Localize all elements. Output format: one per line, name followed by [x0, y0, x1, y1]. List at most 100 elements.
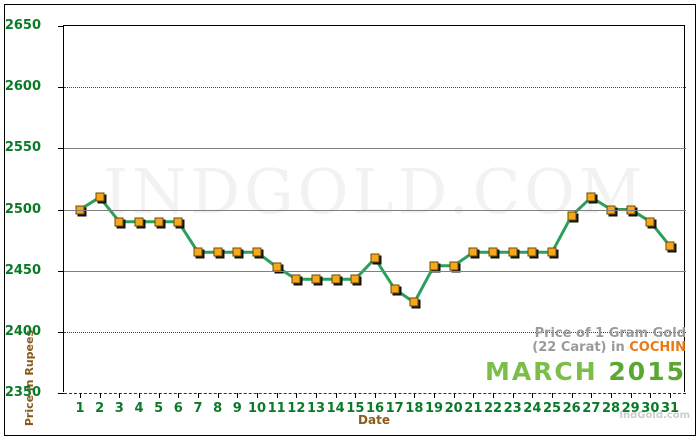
plot-area: INDGOLD.COM 2350 2400 2450 2500 2550 2600 2650…	[5, 18, 686, 416]
x-tick-label-26: 26	[562, 401, 581, 416]
gridline-2550	[64, 148, 686, 150]
data-point-marker[interactable]	[409, 297, 419, 307]
y-tick-label-2350: 2350	[4, 385, 41, 400]
x-tick-label-17: 17	[385, 401, 404, 416]
data-point-marker[interactable]	[213, 247, 223, 257]
x-tick-11	[276, 393, 278, 398]
x-tick-label-6: 6	[173, 401, 183, 416]
x-tick-31	[670, 393, 671, 398]
y-tick-2500	[58, 209, 64, 211]
x-tick-label-24: 24	[523, 401, 542, 416]
y-tick-label-2650: 2650	[4, 18, 41, 33]
data-point-marker[interactable]	[311, 274, 321, 284]
data-point-marker[interactable]	[232, 247, 242, 257]
x-tick-label-4: 4	[134, 401, 144, 416]
x-tick-label-7: 7	[193, 401, 203, 416]
x-tick-12	[296, 393, 298, 398]
gridline-2600	[64, 87, 686, 89]
gridline-2500	[64, 209, 686, 211]
data-point-marker[interactable]	[665, 241, 675, 251]
data-point-marker[interactable]	[252, 247, 262, 257]
data-point-marker[interactable]	[527, 247, 537, 257]
y-tick-label-2400: 2400	[4, 323, 41, 339]
data-point-marker[interactable]	[331, 274, 341, 284]
x-tick-13	[316, 393, 317, 398]
x-tick-label-22: 22	[483, 401, 503, 416]
data-point-marker[interactable]	[508, 247, 518, 257]
gridline-2400	[64, 331, 686, 333]
x-tick-label-1: 1	[75, 401, 85, 416]
plot-inner	[64, 26, 684, 392]
x-tick-7	[198, 393, 199, 398]
x-tick-21	[473, 393, 475, 398]
data-point-marker[interactable]	[95, 192, 105, 202]
x-tick-4	[139, 393, 140, 398]
x-tick-27	[591, 393, 593, 398]
x-tick-9	[237, 393, 239, 398]
y-tick-2350	[58, 393, 64, 394]
x-tick-28	[611, 393, 612, 398]
data-point-marker[interactable]	[429, 261, 439, 271]
x-tick-1	[80, 393, 81, 398]
y-tick-2450	[58, 270, 64, 272]
x-tick-14	[335, 393, 337, 398]
x-tick-30	[650, 393, 652, 398]
data-point-marker[interactable]	[173, 217, 183, 227]
y-tick-label-2600: 2600	[4, 79, 41, 95]
x-tick-2	[99, 393, 101, 398]
data-point-marker[interactable]	[114, 217, 124, 227]
gridline-2450	[64, 270, 686, 272]
x-tick-label-21: 21	[464, 401, 483, 416]
data-point-marker[interactable]	[645, 217, 655, 227]
x-tick-label-31: 31	[660, 401, 680, 416]
data-point-marker[interactable]	[547, 247, 557, 257]
x-tick-label-9: 9	[232, 401, 242, 416]
data-point-marker[interactable]	[350, 274, 360, 284]
y-tick-2550	[58, 148, 64, 150]
data-point-marker[interactable]	[193, 247, 203, 257]
x-tick-label-8: 8	[213, 401, 223, 416]
data-point-marker[interactable]	[449, 261, 459, 271]
x-tick-label-12: 12	[287, 401, 306, 416]
data-point-marker[interactable]	[370, 253, 380, 263]
x-tick-17	[394, 393, 396, 398]
data-point-marker[interactable]	[468, 247, 478, 257]
y-axis-title-text: Price in Rupees	[23, 330, 36, 427]
x-tick-16	[375, 393, 376, 398]
x-tick-label-19: 19	[424, 401, 444, 416]
x-tick-3	[119, 393, 121, 398]
x-tick-18	[414, 393, 416, 398]
y-axis-title: Price in Rupees	[23, 330, 64, 427]
x-tick-15	[355, 393, 357, 398]
x-tick-24	[532, 393, 534, 398]
data-point-marker[interactable]	[390, 284, 400, 294]
x-tick-19	[434, 393, 435, 398]
data-point-marker[interactable]	[586, 192, 596, 202]
x-tick-label-2: 2	[95, 401, 105, 416]
x-tick-6	[178, 393, 180, 398]
x-tick-label-18: 18	[405, 401, 424, 416]
y-tick-label-2550: 2550	[4, 140, 41, 156]
x-tick-label-29: 29	[621, 401, 640, 416]
x-tick-label-3: 3	[114, 401, 124, 416]
x-tick-26	[571, 393, 573, 398]
x-tick-8	[217, 393, 219, 398]
x-tick-22	[493, 393, 494, 398]
x-tick-label-30: 30	[641, 401, 660, 416]
x-tick-label-10: 10	[247, 401, 267, 416]
data-point-marker[interactable]	[488, 247, 498, 257]
data-point-marker[interactable]	[291, 274, 301, 284]
y-tick-2600	[58, 87, 64, 89]
x-tick-label-14: 14	[326, 401, 345, 416]
x-tick-10	[257, 393, 258, 398]
y-tick-label-2500: 2500	[4, 201, 41, 217]
x-tick-5	[158, 393, 160, 398]
x-tick-label-11: 11	[267, 401, 286, 416]
data-point-marker[interactable]	[567, 211, 577, 221]
data-point-marker[interactable]	[154, 217, 164, 227]
x-tick-label-28: 28	[601, 401, 621, 416]
x-tick-25	[552, 393, 553, 398]
x-tick-label-15: 15	[346, 401, 365, 416]
data-point-marker[interactable]	[134, 217, 144, 227]
